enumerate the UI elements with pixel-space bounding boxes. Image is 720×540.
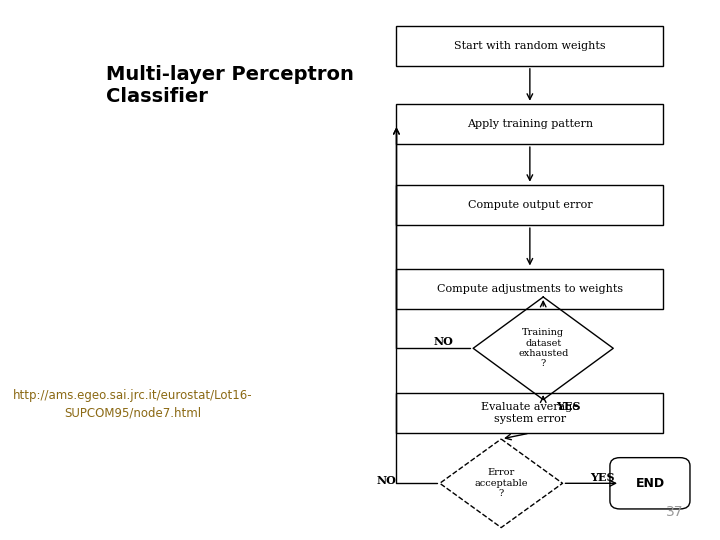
Text: Compute output error: Compute output error <box>467 200 592 210</box>
Text: Evaluate average
system error: Evaluate average system error <box>481 402 579 424</box>
Text: Apply training pattern: Apply training pattern <box>467 119 593 129</box>
FancyBboxPatch shape <box>397 25 663 66</box>
Text: END: END <box>635 477 665 490</box>
FancyBboxPatch shape <box>397 268 663 309</box>
Text: NO: NO <box>377 475 397 486</box>
Text: http://ams.egeo.sai.jrc.it/eurostat/Lot16-
SUPCOM95/node7.html: http://ams.egeo.sai.jrc.it/eurostat/Lot1… <box>13 389 253 420</box>
FancyBboxPatch shape <box>397 185 663 226</box>
FancyBboxPatch shape <box>610 458 690 509</box>
Text: YES: YES <box>557 401 581 411</box>
Text: Training
dataset
exhausted
?: Training dataset exhausted ? <box>518 328 568 368</box>
FancyBboxPatch shape <box>397 104 663 144</box>
Text: Compute adjustments to weights: Compute adjustments to weights <box>437 284 623 294</box>
Text: Start with random weights: Start with random weights <box>454 41 606 51</box>
Text: NO: NO <box>433 336 453 347</box>
FancyBboxPatch shape <box>397 393 663 433</box>
Text: Error
acceptable
?: Error acceptable ? <box>474 468 528 498</box>
Text: Multi-layer Perceptron
Classifier: Multi-layer Perceptron Classifier <box>107 65 354 106</box>
Text: 37: 37 <box>666 505 683 519</box>
Text: YES: YES <box>590 472 614 483</box>
